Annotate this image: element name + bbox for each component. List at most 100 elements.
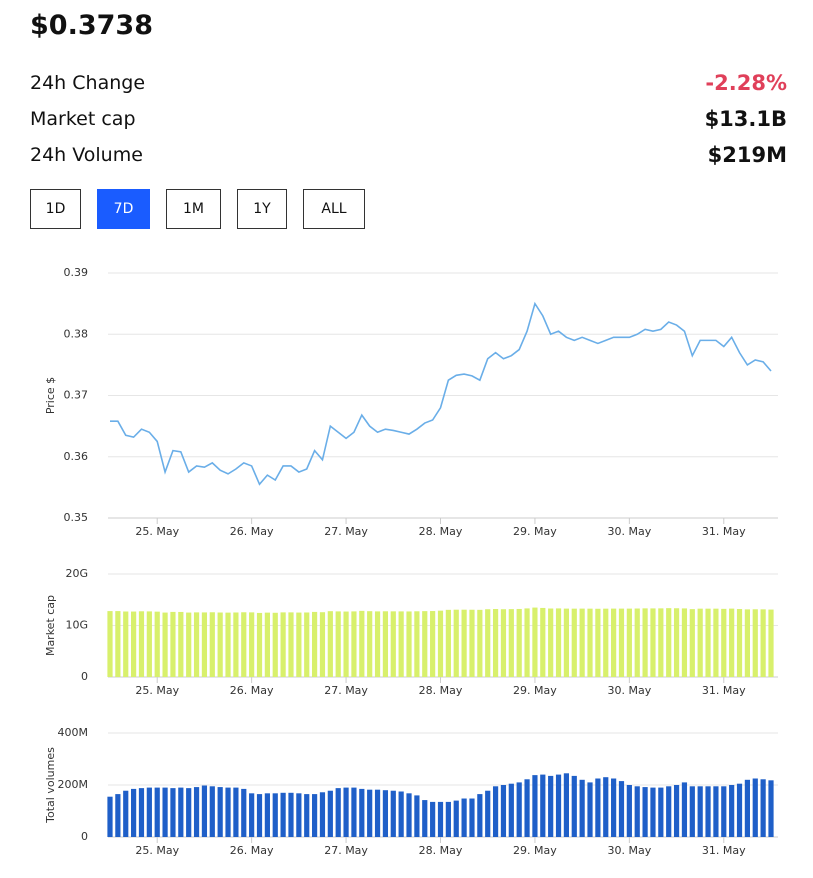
bar <box>335 788 341 837</box>
stat-value: -2.28% <box>705 71 787 95</box>
bar <box>162 612 168 677</box>
bar <box>713 786 719 837</box>
stat-row: Market cap $13.1B <box>30 104 787 134</box>
bar <box>697 786 703 837</box>
bar <box>107 796 113 837</box>
bar <box>681 608 688 677</box>
bar <box>744 609 750 677</box>
bar <box>367 789 373 837</box>
bar <box>469 798 475 837</box>
x-tick-label: 31. May <box>702 844 746 857</box>
bar <box>492 609 499 677</box>
bar <box>516 782 522 837</box>
bar <box>319 612 326 677</box>
bar <box>673 608 680 677</box>
bar <box>217 787 223 837</box>
bar <box>272 612 278 677</box>
bar <box>461 798 467 837</box>
bar <box>406 611 412 677</box>
bar <box>304 612 310 677</box>
y-tick-label: 0.39 <box>64 266 89 279</box>
x-tick-label: 28. May <box>419 684 463 697</box>
bar <box>666 786 672 837</box>
bar <box>721 786 727 837</box>
bar <box>697 608 703 677</box>
y-tick-label: 20G <box>65 567 88 580</box>
bar <box>178 787 184 837</box>
bar <box>288 612 294 677</box>
bar <box>327 790 333 837</box>
bar <box>437 801 444 837</box>
range-button[interactable]: 1D <box>30 189 81 229</box>
y-axis-title: Market cap <box>44 595 57 656</box>
bar <box>760 609 766 677</box>
bar <box>390 611 396 677</box>
bar <box>595 608 601 677</box>
stat-label: Market cap <box>30 108 136 130</box>
bar <box>485 790 491 837</box>
range-button[interactable]: 1M <box>166 189 221 229</box>
bar <box>201 612 208 677</box>
bar <box>264 612 270 677</box>
bar <box>437 610 444 677</box>
bar <box>571 775 577 837</box>
bar <box>422 800 428 837</box>
x-tick-label: 25. May <box>135 684 179 697</box>
bar <box>500 785 507 837</box>
bar <box>595 778 601 837</box>
bar <box>351 787 357 837</box>
x-tick-label: 31. May <box>702 525 746 538</box>
bar <box>319 792 326 837</box>
bar <box>634 786 640 837</box>
x-tick-label: 29. May <box>513 684 557 697</box>
bar <box>225 787 231 837</box>
y-tick-label: 0.35 <box>64 511 89 524</box>
bar <box>650 608 656 677</box>
stat-value: $13.1B <box>704 107 787 131</box>
bar <box>752 778 758 837</box>
x-tick-label: 30. May <box>607 525 651 538</box>
bar <box>398 791 404 837</box>
x-tick-label: 28. May <box>419 844 463 857</box>
y-tick-label: 400M <box>58 726 89 739</box>
bar <box>382 790 389 837</box>
bar <box>272 793 278 837</box>
bar <box>548 775 554 837</box>
bar <box>729 785 735 837</box>
stat-label: 24h Change <box>30 72 146 94</box>
bar <box>430 801 436 837</box>
x-tick-label: 25. May <box>135 525 179 538</box>
x-tick-label: 27. May <box>324 844 368 857</box>
bar <box>744 779 750 837</box>
bar <box>461 609 467 677</box>
bar <box>532 607 538 677</box>
range-button[interactable]: 1Y <box>237 189 287 229</box>
bar <box>178 611 184 677</box>
bar <box>626 608 632 677</box>
range-button[interactable]: ALL <box>303 189 365 229</box>
bar <box>241 788 247 837</box>
x-tick-label: 26. May <box>230 844 274 857</box>
bar <box>256 794 263 837</box>
range-button[interactable]: 7D <box>97 189 150 229</box>
bar <box>618 608 625 677</box>
bar <box>414 795 420 837</box>
bar <box>327 611 333 677</box>
x-tick-label: 30. May <box>607 844 651 857</box>
y-tick-label: 0 <box>81 830 88 843</box>
y-tick-label: 0.38 <box>64 327 89 340</box>
bar <box>311 794 318 837</box>
stat-row: 24h Change -2.28% <box>30 68 787 98</box>
bar <box>241 612 247 677</box>
bar <box>186 612 192 677</box>
bar <box>233 787 239 837</box>
bar <box>469 609 475 677</box>
bar <box>477 609 483 677</box>
stat-label: 24h Volume <box>30 144 143 166</box>
x-tick-label: 27. May <box>324 525 368 538</box>
y-axis-title: Total volumes <box>44 747 57 824</box>
bar <box>162 787 168 837</box>
bar <box>335 611 341 677</box>
